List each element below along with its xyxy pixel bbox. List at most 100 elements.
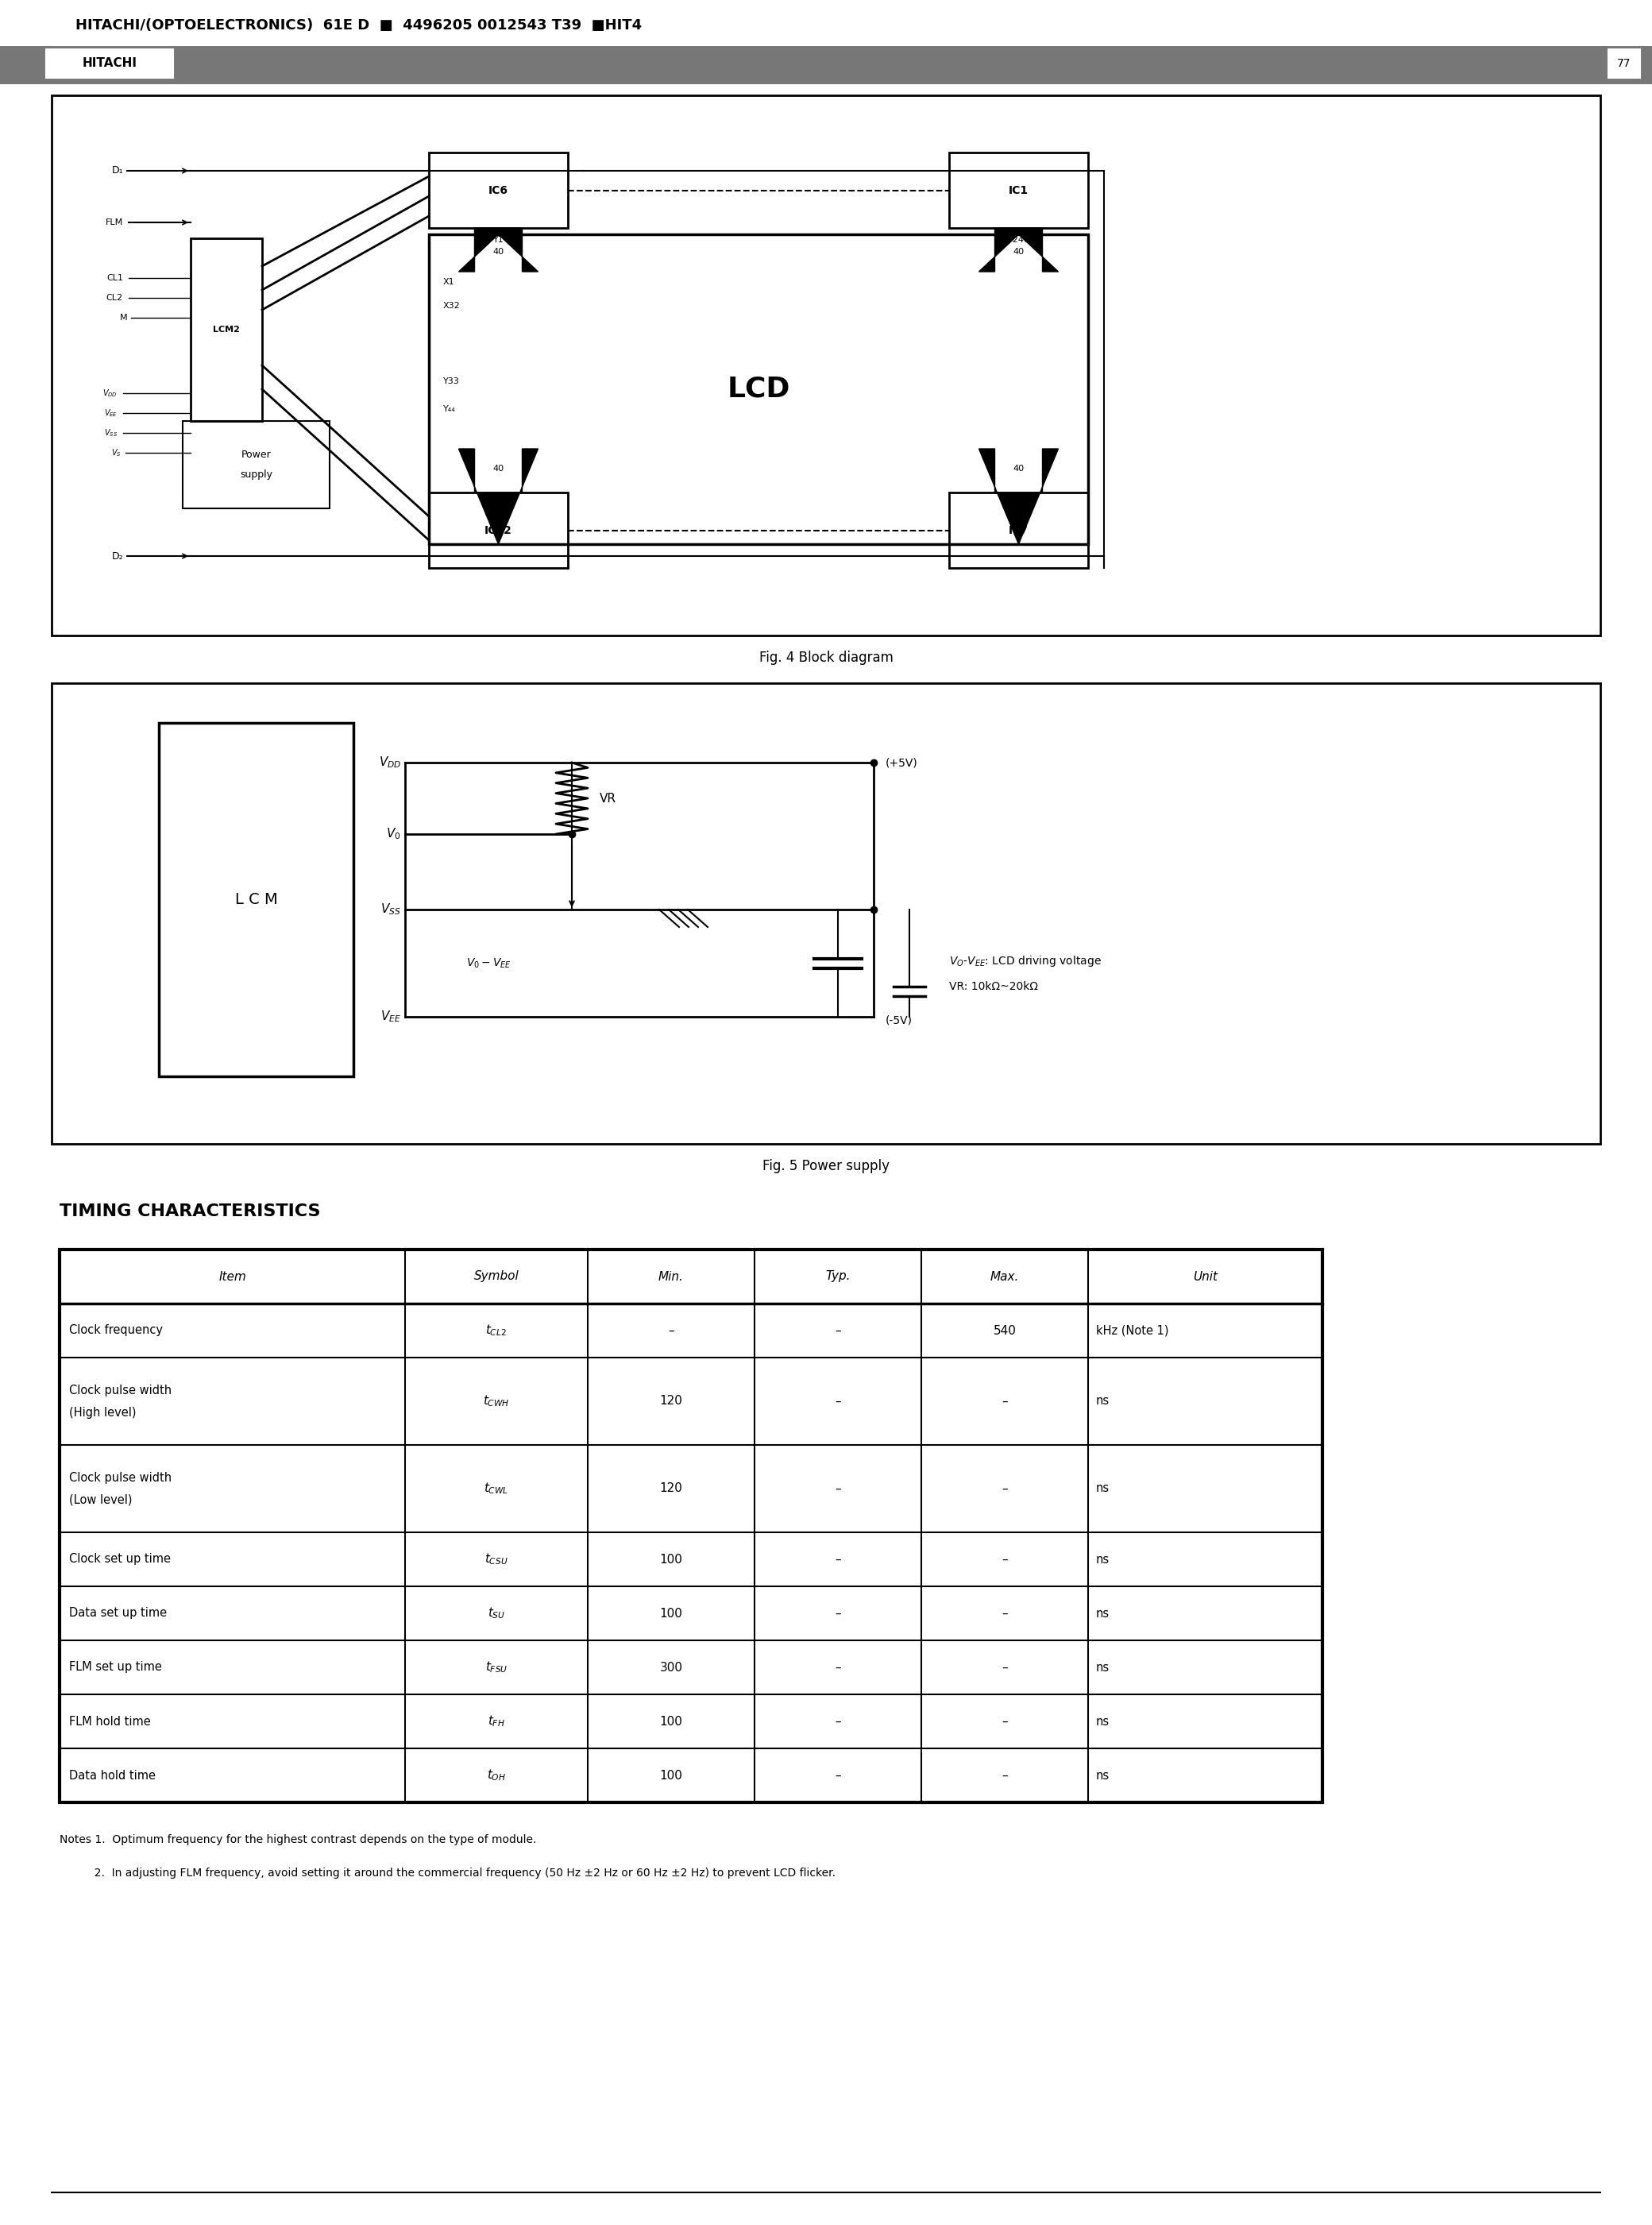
Text: –: – [834, 1715, 841, 1727]
Polygon shape [980, 227, 1059, 271]
Text: LCM2: LCM2 [213, 325, 240, 334]
Bar [159, 723, 354, 1077]
Text: IC6: IC6 [489, 185, 509, 196]
Bar [950, 492, 1089, 567]
Text: ns: ns [1095, 1715, 1110, 1727]
Text: Data set up time: Data set up time [69, 1606, 167, 1620]
Text: LCD: LCD [727, 376, 790, 403]
Text: IC7: IC7 [1009, 525, 1029, 536]
Text: –: – [834, 1769, 841, 1782]
Text: TIMING CHARACTERISTICS: TIMING CHARACTERISTICS [59, 1204, 320, 1219]
Text: –: – [834, 1482, 841, 1495]
Text: $t_{CWH}$: $t_{CWH}$ [482, 1393, 510, 1408]
Text: –: – [1001, 1715, 1008, 1727]
Text: ns: ns [1095, 1482, 1110, 1495]
Polygon shape [459, 227, 539, 271]
Text: Item: Item [218, 1270, 246, 1282]
Bar [51, 683, 1601, 1144]
Text: Typ.: Typ. [826, 1270, 851, 1282]
Text: –: – [1001, 1482, 1008, 1495]
Text: $V_0 - V_{EE}$: $V_0 - V_{EE}$ [466, 957, 510, 970]
Text: $t_{CL2}$: $t_{CL2}$ [486, 1324, 507, 1337]
Text: $V_0$: $V_0$ [387, 828, 401, 841]
Text: VR: VR [600, 792, 616, 803]
Text: Y₄₄: Y₄₄ [443, 405, 456, 414]
Text: $t_{OH}$: $t_{OH}$ [487, 1769, 506, 1782]
Text: 40: 40 [1013, 465, 1024, 472]
Text: 540: 540 [993, 1324, 1016, 1337]
Text: 100: 100 [659, 1769, 682, 1782]
Text: $V_O$-$V_{EE}$: LCD driving voltage: $V_O$-$V_{EE}$: LCD driving voltage [950, 955, 1102, 968]
Text: –: – [834, 1395, 841, 1406]
Bar [190, 238, 263, 421]
Text: 300: 300 [659, 1662, 682, 1673]
Text: $t_{SU}$: $t_{SU}$ [487, 1606, 506, 1620]
Text: Notes 1.  Optimum frequency for the highest contrast depends on the type of modu: Notes 1. Optimum frequency for the highe… [59, 1833, 537, 1845]
Text: FLM set up time: FLM set up time [69, 1662, 162, 1673]
Text: IC1: IC1 [1009, 185, 1029, 196]
Text: –: – [834, 1662, 841, 1673]
Text: $V_{EE}$: $V_{EE}$ [380, 1010, 401, 1024]
Polygon shape [980, 449, 1059, 545]
Text: Fig. 5 Power supply: Fig. 5 Power supply [763, 1159, 889, 1173]
Text: M: M [119, 314, 127, 323]
Bar [51, 96, 1601, 636]
Text: $t_{CWL}$: $t_{CWL}$ [484, 1482, 509, 1495]
Text: (Low level): (Low level) [69, 1493, 132, 1506]
Text: ns: ns [1095, 1769, 1110, 1782]
Text: –: – [834, 1606, 841, 1620]
Text: HITACHI: HITACHI [83, 58, 137, 69]
Text: Fig. 4 Block diagram: Fig. 4 Block diagram [758, 650, 894, 665]
Bar [183, 421, 330, 507]
Text: ns: ns [1095, 1553, 1110, 1564]
Text: 77: 77 [1617, 58, 1631, 69]
Text: L C M: L C M [235, 892, 278, 908]
Text: 100: 100 [659, 1715, 682, 1727]
Text: $V_{DD}$: $V_{DD}$ [102, 387, 117, 398]
Text: Power: Power [241, 449, 271, 461]
Text: X1: X1 [443, 278, 454, 287]
Text: –: – [834, 1553, 841, 1564]
Text: –: – [1001, 1606, 1008, 1620]
Text: ns: ns [1095, 1662, 1110, 1673]
Text: kHz (Note 1): kHz (Note 1) [1095, 1324, 1168, 1337]
Text: Clock frequency: Clock frequency [69, 1324, 164, 1337]
Text: –: – [1001, 1395, 1008, 1406]
Text: 2.  In adjusting FLM frequency, avoid setting it around the commercial frequency: 2. In adjusting FLM frequency, avoid set… [59, 1867, 836, 1878]
Text: CL2: CL2 [106, 294, 124, 303]
Text: Y240: Y240 [1008, 236, 1029, 245]
Text: 120: 120 [659, 1395, 682, 1406]
Polygon shape [459, 449, 539, 545]
Text: –: – [667, 1324, 674, 1337]
Text: Min.: Min. [659, 1270, 684, 1282]
Text: 40: 40 [1013, 247, 1024, 256]
Bar [430, 234, 1089, 545]
Bar [59, 1250, 1322, 1802]
Text: IC12: IC12 [484, 525, 512, 536]
Text: (-5V): (-5V) [885, 1015, 912, 1026]
Bar [0, 0, 1652, 47]
Text: FLM hold time: FLM hold time [69, 1715, 150, 1727]
Bar [950, 154, 1089, 227]
Text: 40: 40 [492, 247, 504, 256]
Text: –: – [1001, 1553, 1008, 1564]
Text: Symbol: Symbol [474, 1270, 519, 1282]
Text: –: – [1001, 1662, 1008, 1673]
Text: FLM: FLM [106, 218, 124, 227]
Text: D₂: D₂ [111, 552, 124, 561]
Text: Unit: Unit [1193, 1270, 1218, 1282]
Text: Clock pulse width: Clock pulse width [69, 1471, 172, 1484]
Text: $V_{SS}$: $V_{SS}$ [104, 427, 117, 438]
Text: Y1: Y1 [492, 236, 504, 245]
Text: –: – [834, 1324, 841, 1337]
Bar [430, 492, 568, 567]
Text: ns: ns [1095, 1606, 1110, 1620]
Text: Y33: Y33 [443, 378, 459, 385]
Text: X32: X32 [443, 303, 461, 309]
Text: $V_{EE}$: $V_{EE}$ [104, 407, 117, 418]
Text: $t_{FH}$: $t_{FH}$ [487, 1713, 506, 1729]
Text: Clock pulse width: Clock pulse width [69, 1384, 172, 1395]
Text: Clock set up time: Clock set up time [69, 1553, 170, 1564]
Text: VR: 10kΩ~20kΩ: VR: 10kΩ~20kΩ [950, 981, 1037, 992]
Bar [46, 49, 173, 78]
